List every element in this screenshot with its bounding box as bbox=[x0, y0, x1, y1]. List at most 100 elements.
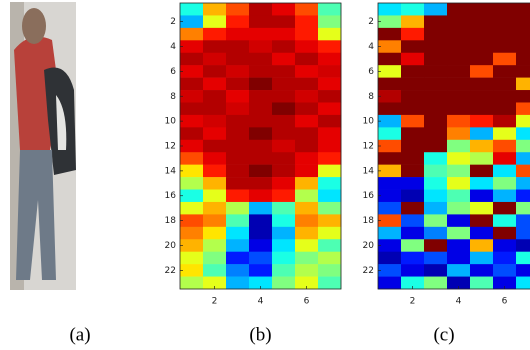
heatmap-cell bbox=[447, 77, 471, 91]
heatmap-cell bbox=[516, 77, 530, 91]
heatmap-cell bbox=[516, 127, 530, 141]
heatmap-cell bbox=[295, 226, 319, 240]
heatmap-cell bbox=[516, 15, 530, 29]
heatmap-cell bbox=[295, 65, 319, 78]
heatmap-cell bbox=[272, 251, 296, 265]
heatmap-cell bbox=[516, 139, 530, 153]
heatmap-cell bbox=[424, 139, 448, 153]
heatmap-cell bbox=[378, 264, 402, 277]
heatmap-cell bbox=[180, 189, 204, 203]
heatmap-cell bbox=[424, 189, 448, 203]
heatmap-cell bbox=[424, 152, 448, 165]
photo bbox=[10, 2, 76, 290]
y-tick-label: 20 bbox=[363, 241, 375, 251]
heatmap-cell bbox=[401, 214, 425, 228]
heatmap-cell bbox=[470, 177, 494, 190]
heatmap-cell bbox=[226, 177, 250, 190]
heatmap-cell bbox=[272, 102, 296, 116]
heatmap-cell bbox=[378, 114, 402, 128]
heatmap-cell bbox=[203, 77, 227, 91]
heatmap-cell bbox=[318, 164, 342, 178]
heatmap-cell bbox=[226, 214, 250, 228]
heatmap-cell bbox=[180, 201, 204, 215]
heatmap-cell bbox=[272, 139, 296, 153]
heatmap-cell bbox=[493, 52, 517, 66]
heatmap-cell bbox=[203, 177, 227, 190]
heatmap-cell bbox=[203, 251, 227, 265]
heatmap-cell bbox=[226, 65, 250, 78]
heatmap-cell bbox=[249, 65, 273, 78]
heatmap-cell bbox=[226, 52, 250, 66]
heatmap-cell bbox=[401, 177, 425, 190]
heatmap-cell bbox=[424, 40, 448, 54]
x-tick-label: 4 bbox=[456, 297, 462, 307]
heatmap-cell bbox=[295, 127, 319, 141]
heatmap-cell bbox=[203, 27, 227, 41]
heatmap-cell bbox=[272, 15, 296, 29]
heatmap-cell bbox=[318, 65, 342, 78]
heatmap-cell bbox=[470, 264, 494, 277]
heatmap-cell bbox=[226, 3, 250, 16]
heatmap-cell bbox=[180, 90, 204, 103]
heatmap-cell bbox=[318, 264, 342, 277]
heatmap-cell bbox=[470, 102, 494, 116]
heatmap-cell bbox=[378, 226, 402, 240]
heatmap-cell bbox=[447, 177, 471, 190]
heatmap-cell bbox=[447, 164, 471, 178]
heatmap-cell bbox=[447, 102, 471, 116]
heatmap-cell bbox=[249, 15, 273, 29]
heatmap-cell bbox=[424, 201, 448, 215]
heatmap-cell bbox=[249, 276, 273, 290]
heatmap-cell bbox=[516, 214, 530, 228]
heatmap-cell bbox=[180, 52, 204, 66]
heatmap-cell bbox=[180, 264, 204, 277]
heatmap-cell bbox=[493, 177, 517, 190]
heatmap-cell bbox=[447, 65, 471, 78]
heatmap-cell bbox=[447, 27, 471, 41]
heatmap-cell bbox=[226, 152, 250, 165]
heatmap-cell bbox=[493, 214, 517, 228]
heatmap-cell bbox=[272, 201, 296, 215]
heatmap-cell bbox=[180, 226, 204, 240]
heatmap-cell bbox=[249, 239, 273, 252]
heatmap-cell bbox=[318, 214, 342, 228]
heatmap-cell bbox=[203, 52, 227, 66]
heatmap-cell bbox=[401, 65, 425, 78]
y-tick-label: 14 bbox=[165, 166, 177, 176]
heatmap-cell bbox=[516, 114, 530, 128]
heatmap-cell bbox=[378, 127, 402, 141]
heatmap-cell bbox=[378, 214, 402, 228]
heatmap-cell bbox=[180, 40, 204, 54]
heatmap-cell bbox=[401, 27, 425, 41]
heatmap-cell bbox=[318, 276, 342, 290]
heatmap-cell bbox=[401, 77, 425, 91]
heatmap-cell bbox=[516, 251, 530, 265]
heatmap-cell bbox=[516, 3, 530, 16]
heatmap-cell bbox=[424, 177, 448, 190]
heatmap-cell bbox=[203, 102, 227, 116]
heatmap-cell bbox=[401, 226, 425, 240]
heatmap-cell bbox=[295, 27, 319, 41]
heatmap-cell bbox=[401, 90, 425, 103]
heatmap-cell bbox=[180, 177, 204, 190]
heatmap-cell bbox=[180, 164, 204, 178]
heatmap-cell bbox=[516, 27, 530, 41]
heatmap-cell bbox=[493, 276, 517, 290]
heatmap-cell bbox=[203, 65, 227, 78]
heatmap-cell bbox=[226, 127, 250, 141]
heatmap-cell bbox=[249, 102, 273, 116]
heatmap-cell bbox=[295, 90, 319, 103]
y-tick-label: 2 bbox=[170, 17, 176, 27]
heatmap-cell bbox=[318, 90, 342, 103]
y-tick-label: 10 bbox=[363, 117, 375, 127]
heatmap-cell bbox=[295, 102, 319, 116]
heatmap-cell bbox=[272, 3, 296, 16]
heatmap-cell bbox=[272, 52, 296, 66]
heatmap-cell bbox=[226, 201, 250, 215]
heatmap-cell bbox=[447, 214, 471, 228]
heatmap-cell bbox=[203, 3, 227, 16]
heatmap-cell bbox=[493, 251, 517, 265]
heatmap-cell bbox=[203, 239, 227, 252]
heatmap-cell bbox=[401, 40, 425, 54]
heatmap-cell bbox=[272, 40, 296, 54]
